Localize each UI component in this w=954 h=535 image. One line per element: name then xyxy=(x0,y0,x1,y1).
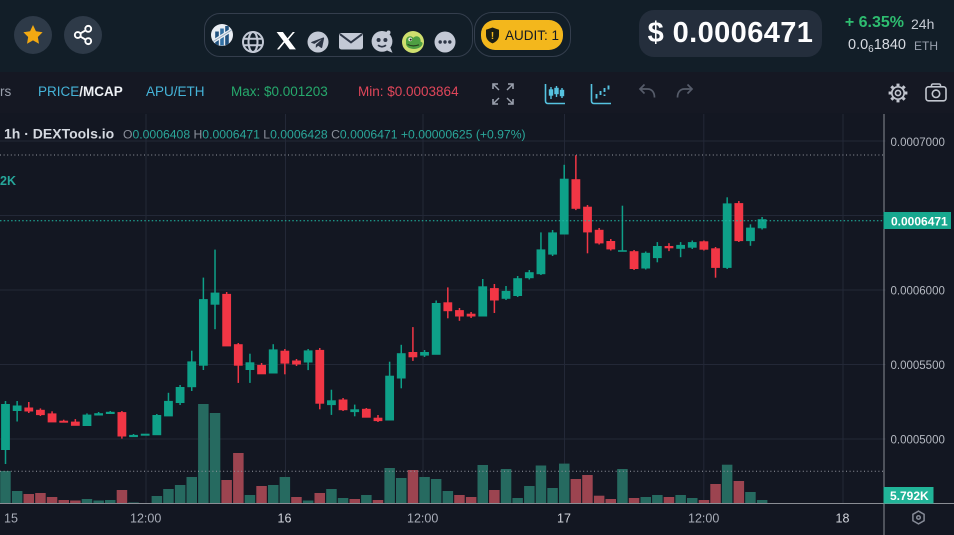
svg-text:0.0005000: 0.0005000 xyxy=(891,434,945,446)
svg-text:5.792K: 5.792K xyxy=(890,489,929,503)
svg-text:2K: 2K xyxy=(0,174,16,188)
svg-text:12:00: 12:00 xyxy=(130,512,161,526)
svg-text:1h · DEXTools.io: 1h · DEXTools.io xyxy=(4,126,114,142)
svg-text:0.0007000: 0.0007000 xyxy=(891,137,945,149)
svg-text:0.0006000: 0.0006000 xyxy=(891,285,945,297)
svg-text:0.0005500: 0.0005500 xyxy=(891,360,945,372)
svg-text:15: 15 xyxy=(4,512,18,526)
svg-text:!: ! xyxy=(491,30,495,42)
svg-text:12:00: 12:00 xyxy=(688,512,719,526)
svg-text:18: 18 xyxy=(836,512,850,526)
svg-text:O0.0006408 H0.0006471 L0.00064: O0.0006408 H0.0006471 L0.0006428 C0.0006… xyxy=(123,128,526,142)
svg-text:17: 17 xyxy=(557,512,571,526)
svg-text:0.0006471: 0.0006471 xyxy=(891,215,948,229)
svg-text:12:00: 12:00 xyxy=(407,512,438,526)
svg-text:16: 16 xyxy=(278,512,292,526)
